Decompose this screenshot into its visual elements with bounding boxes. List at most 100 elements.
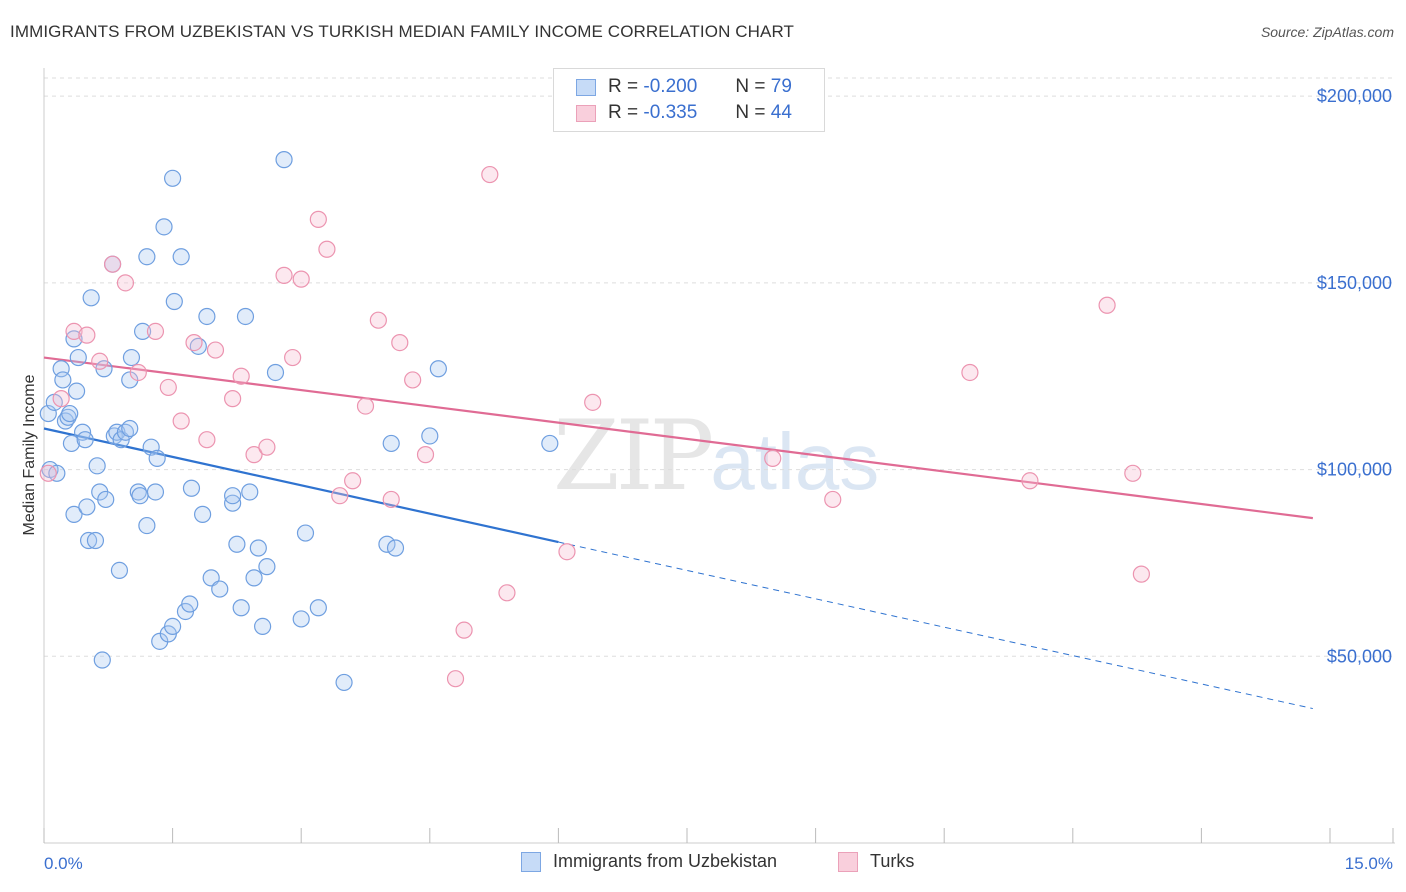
point-uzbekistan <box>88 457 106 475</box>
point-uzbekistan <box>86 531 105 550</box>
y-tick-label: $200,000 <box>1317 86 1392 106</box>
legend-item-turks: Turks <box>838 851 914 872</box>
watermark-atlas: atlas <box>710 417 880 506</box>
point-uzbekistan <box>54 371 72 389</box>
point-turks <box>284 348 302 367</box>
point-uzbekistan <box>93 651 111 669</box>
y-tick-label: $50,000 <box>1327 646 1392 666</box>
point-turks <box>172 412 190 430</box>
point-uzbekistan <box>133 322 152 341</box>
trend-line-uzbekistan <box>43 427 559 544</box>
point-uzbekistan <box>296 524 315 542</box>
point-uzbekistan <box>69 348 87 367</box>
point-uzbekistan <box>146 483 165 501</box>
point-uzbekistan <box>97 490 115 509</box>
point-uzbekistan <box>232 599 250 617</box>
point-turks <box>91 352 109 370</box>
point-turks <box>78 326 96 344</box>
series-legend: Immigrants from Uzbekistan Turks <box>0 851 1406 879</box>
legend-r-label: R = <box>608 76 639 97</box>
point-turks <box>318 240 336 258</box>
point-uzbekistan <box>292 610 310 628</box>
point-turks <box>344 472 362 490</box>
point-turks <box>446 670 465 688</box>
point-uzbekistan <box>67 382 86 400</box>
point-turks <box>391 334 409 352</box>
zipatlas-watermark: ZIPatlas <box>553 400 879 512</box>
point-turks <box>232 367 250 385</box>
point-turks <box>292 270 310 288</box>
point-turks <box>356 397 375 415</box>
point-turks <box>961 363 979 382</box>
point-uzbekistan <box>76 431 94 449</box>
point-uzbekistan <box>82 289 100 307</box>
point-uzbekistan <box>228 535 246 553</box>
point-turks <box>103 255 122 273</box>
y-axis-label: Median Family Income <box>21 374 38 535</box>
point-uzbekistan <box>155 218 173 236</box>
point-turks <box>455 621 473 639</box>
legend-swatch-turks <box>576 104 596 122</box>
legend-r-value: -0.335 <box>643 102 698 123</box>
point-uzbekistan <box>245 569 263 587</box>
point-uzbekistan <box>236 307 255 326</box>
correlation-legend: R = -0.200 N = 79 R = -0.335 N = 44 <box>553 68 825 132</box>
point-uzbekistan <box>164 617 182 636</box>
point-uzbekistan <box>429 360 447 378</box>
point-turks <box>245 446 263 464</box>
point-uzbekistan <box>541 434 559 453</box>
chart-source: Source: ZipAtlas.com <box>1260 24 1394 40</box>
trend-line-uzbekistan-extrapolated <box>558 541 1313 710</box>
legend-swatch-uzbekistan <box>521 851 541 872</box>
point-uzbekistan <box>79 531 98 550</box>
legend-label-turks: Turks <box>870 851 915 871</box>
legend-n-value: 44 <box>770 102 792 123</box>
point-uzbekistan <box>131 487 149 505</box>
chart-title: IMMIGRANTS FROM UZBEKISTAN VS TURKISH ME… <box>10 22 795 41</box>
point-uzbekistan <box>386 539 405 557</box>
legend-n-label: N = <box>735 76 766 97</box>
point-turks <box>416 446 435 464</box>
point-turks <box>498 584 516 602</box>
point-uzbekistan <box>378 535 396 553</box>
point-uzbekistan <box>198 307 216 326</box>
point-turks <box>65 322 83 341</box>
point-turks <box>159 378 177 397</box>
point-turks <box>185 334 203 352</box>
point-uzbekistan <box>138 248 156 266</box>
point-uzbekistan <box>224 487 242 505</box>
point-turks <box>258 438 276 456</box>
point-uzbekistan <box>241 483 259 501</box>
point-uzbekistan <box>266 363 285 382</box>
legend-item-uzbekistan: Immigrants from Uzbekistan <box>521 851 777 872</box>
point-turks <box>764 449 782 467</box>
legend-r-label: R = <box>608 102 639 123</box>
point-turks <box>275 266 293 284</box>
point-uzbekistan <box>182 479 201 497</box>
point-turks <box>116 274 135 292</box>
grid-lines <box>44 77 1395 657</box>
point-turks <box>309 210 327 228</box>
point-uzbekistan <box>335 673 353 692</box>
trend-lines <box>43 356 1313 710</box>
point-turks <box>481 165 499 184</box>
point-uzbekistan <box>148 449 166 467</box>
axes <box>43 68 1395 844</box>
point-uzbekistan <box>164 169 182 187</box>
point-turks <box>206 341 225 359</box>
point-turks <box>1021 472 1039 490</box>
point-uzbekistan <box>110 561 129 579</box>
point-uzbekistan <box>122 348 141 367</box>
point-turks <box>1124 464 1142 482</box>
point-turks <box>369 311 387 329</box>
point-turks <box>331 487 349 505</box>
point-uzbekistan <box>211 580 229 598</box>
tick-labels: $50,000 $100,000 $150,000 $200,000 0.0% 15.0% <box>44 86 1393 873</box>
point-uzbekistan <box>138 516 156 535</box>
point-uzbekistan <box>382 434 400 453</box>
point-uzbekistan <box>121 419 139 438</box>
trend-line-turks <box>43 356 1313 520</box>
point-turks <box>198 431 216 449</box>
point-uzbekistan <box>65 505 83 523</box>
point-uzbekistan <box>254 617 272 636</box>
